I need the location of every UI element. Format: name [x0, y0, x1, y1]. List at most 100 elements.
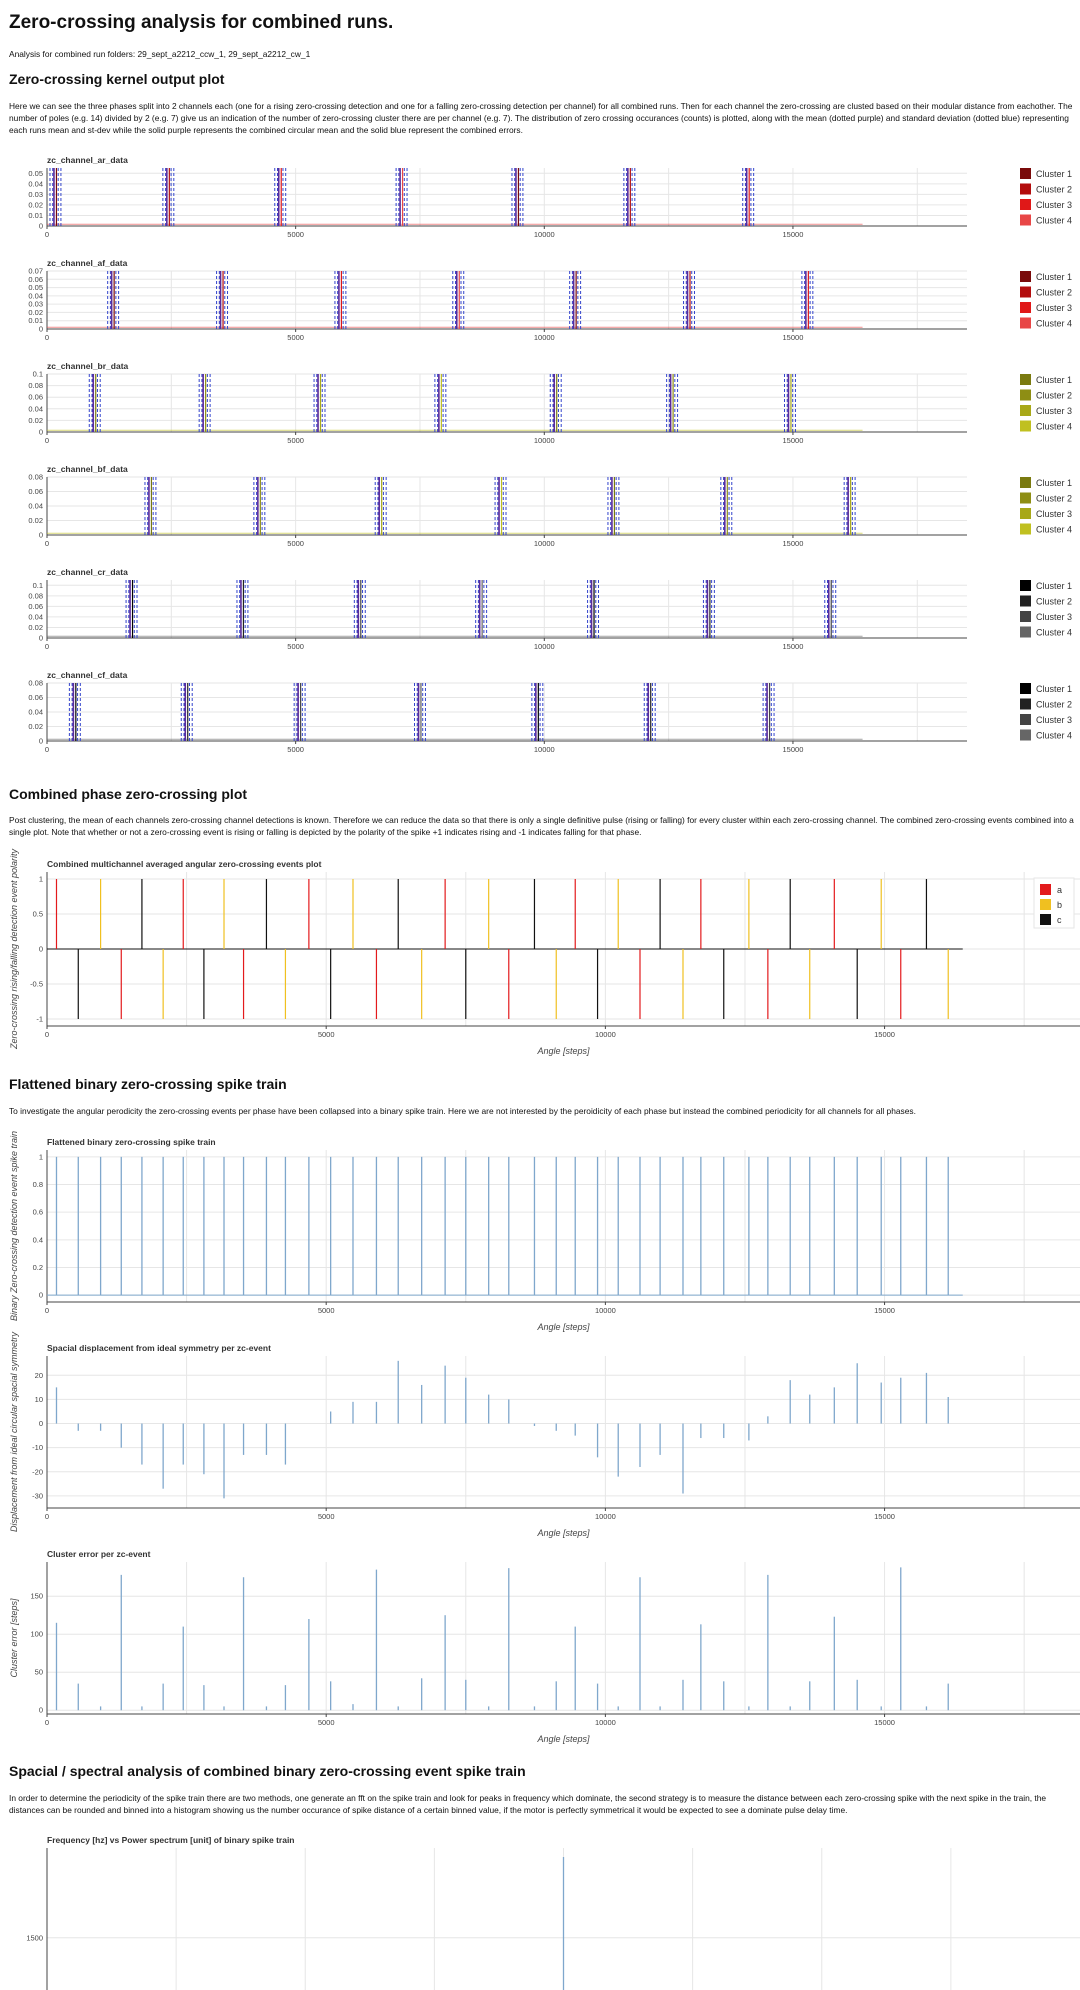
legend-swatch — [1020, 523, 1031, 535]
y-tick-label: 0 — [39, 222, 43, 231]
x-tick-label: 15000 — [874, 1718, 895, 1727]
chart-title: Spacial displacement from ideal symmetry… — [47, 1343, 271, 1353]
legend-swatch — [1040, 884, 1051, 895]
x-tick-label: 10000 — [534, 539, 555, 548]
legend-label: Cluster 1 — [1036, 684, 1072, 694]
x-tick-label: 5000 — [287, 642, 304, 651]
legend-label: Cluster 1 — [1036, 272, 1072, 282]
chart-cluster-error[interactable]: Cluster error per zc-event 0 50 100 150 0 5000… — [9, 1544, 1080, 1744]
y-tick-label: 0 — [39, 531, 43, 540]
y-tick-label: -0.5 — [30, 980, 43, 989]
legend-label: Cluster 1 — [1036, 581, 1072, 591]
legend-label: Cluster 4 — [1036, 422, 1072, 432]
legend-label: Cluster 2 — [1036, 700, 1072, 710]
legend-swatch — [1020, 714, 1031, 725]
x-tick-label: 0 — [45, 1512, 49, 1521]
y-tick-label: 0 — [39, 737, 43, 746]
legend-label: Cluster 1 — [1036, 169, 1072, 179]
legend-swatch — [1020, 199, 1031, 210]
y-tick-label: 0.02 — [28, 516, 43, 525]
legend-swatch — [1020, 477, 1031, 488]
chart-title: Combined multichannel averaged angular z… — [47, 859, 322, 869]
y-tick-label: 0.08 — [28, 473, 43, 482]
legend-label: Cluster 3 — [1036, 406, 1072, 416]
chart-title: zc_channel_br_data — [47, 361, 129, 371]
y-tick-label: 1 — [39, 1152, 43, 1161]
flat-heading: Flattened binary zero-crossing spike tra… — [9, 1076, 287, 1092]
chart-svg: zc_channel_cf_data 0 0.02 0.04 0.06 0.08 0 5000… — [28, 670, 1072, 754]
legend-label: Cluster 4 — [1036, 216, 1072, 226]
x-tick-label: 5000 — [287, 539, 304, 548]
legend-label: Cluster 4 — [1036, 731, 1072, 741]
chart-zc-channel-af[interactable]: zc_channel_af_data 0 0.01 0.02 0.03 0.04 0.05 0… — [9, 258, 1080, 343]
legend-label: Cluster 4 — [1036, 319, 1072, 329]
chart-flattened-spike-train[interactable]: Flattened binary zero-crossing spike tra… — [9, 1131, 1080, 1332]
y-tick-label: 0 — [39, 1291, 43, 1300]
legend-swatch — [1020, 271, 1031, 282]
chart-zc-channel-ar[interactable]: zc_channel_ar_data 0 0.01 0.02 0.03 0.04 0.05 0… — [9, 155, 1080, 240]
y-tick-label: 0 — [39, 325, 43, 334]
y-axis-label: Displacement from ideal circular spacial… — [9, 1331, 19, 1532]
x-tick-label: 5000 — [318, 1030, 335, 1039]
x-tick-label: 0 — [45, 642, 49, 651]
legend-swatch — [1020, 729, 1031, 741]
chart-zc-channel-cr[interactable]: zc_channel_cr_data 0 0.02 0.04 0.06 0.08 0.1 0 5… — [9, 567, 1080, 652]
legend-swatch — [1020, 286, 1031, 298]
y-tick-label: 0 — [39, 634, 43, 643]
y-tick-label: 0 — [39, 1419, 43, 1428]
y-tick-label: 0.1 — [33, 581, 43, 590]
legend-label: Cluster 3 — [1036, 509, 1072, 519]
x-axis-label: Angle [steps] — [536, 1046, 590, 1056]
y-tick-label: 0.08 — [28, 591, 43, 600]
x-tick-label: 15000 — [874, 1512, 895, 1521]
legend-label: c — [1057, 915, 1062, 925]
y-tick-label: 0.06 — [28, 487, 43, 496]
legend-swatch — [1020, 420, 1031, 432]
y-tick-label: -10 — [32, 1443, 43, 1452]
x-tick-label: 0 — [45, 1718, 49, 1727]
y-tick-label: 0 — [39, 428, 43, 437]
chart-fft-power-spectrum[interactable]: Frequency [hz] vs Power spectrum [unit] … — [9, 1834, 1080, 1990]
x-tick-label: 10000 — [534, 642, 555, 651]
y-axis-label: Zero-crossing rising/falling detection e… — [9, 848, 19, 1050]
y-tick-label: -30 — [32, 1491, 43, 1500]
y-tick-label: -1 — [36, 1015, 43, 1024]
chart-zc-channel-cf[interactable]: zc_channel_cf_data 0 0.02 0.04 0.06 0.08 0 5000… — [9, 670, 1080, 755]
y-tick-label: 0.8 — [33, 1180, 43, 1189]
chart-svg: zc_channel_br_data 0 0.02 0.04 0.06 0.08 0.1 0 5… — [28, 361, 1072, 445]
spectral-text: In order to determine the periodicity of… — [9, 1793, 1047, 1815]
legend-label: Cluster 2 — [1036, 391, 1072, 401]
chart-zc-channel-br[interactable]: zc_channel_br_data 0 0.02 0.04 0.06 0.08 0.1 0 5… — [9, 361, 1080, 446]
legend-swatch — [1020, 302, 1031, 313]
x-axis-label: Angle [steps] — [536, 1734, 590, 1744]
legend-label: Cluster 1 — [1036, 375, 1072, 385]
y-tick-label: 50 — [35, 1668, 43, 1677]
chart-title: Flattened binary zero-crossing spike tra… — [47, 1137, 216, 1147]
x-tick-label: 15000 — [783, 745, 804, 754]
x-tick-label: 10000 — [595, 1030, 616, 1039]
chart-zc-channel-bf[interactable]: zc_channel_bf_data 0 0.02 0.04 0.06 0.08 0 5000… — [9, 464, 1080, 549]
y-tick-label: 0.05 — [28, 283, 43, 292]
y-tick-label: 0.01 — [28, 211, 43, 220]
y-tick-label: 0.5 — [33, 910, 43, 919]
legend-swatch — [1020, 683, 1031, 694]
chart-combined-polarity[interactable]: Combined multichannel averaged angular z… — [9, 848, 1080, 1056]
x-tick-label: 0 — [45, 230, 49, 239]
y-axis-label: Binary Zero-crossing detection event spi… — [9, 1131, 19, 1321]
y-tick-label: 1 — [39, 875, 43, 884]
legend-swatch — [1020, 317, 1031, 329]
legend-swatch — [1020, 389, 1031, 401]
y-tick-label: 0.04 — [28, 502, 43, 511]
chart-svg: Frequency [hz] vs Power spectrum [unit] … — [26, 1835, 1080, 1990]
y-tick-label: 0.04 — [28, 708, 43, 717]
chart-spacial-displacement[interactable]: Spacial displacement from ideal symmetry… — [9, 1331, 1080, 1538]
chart-svg: zc_channel_ar_data 0 0.01 0.020.03 0.040.05 0… — [28, 155, 1072, 239]
x-axis-label: Angle [steps] — [536, 1322, 590, 1332]
x-tick-label: 5000 — [318, 1306, 335, 1315]
x-tick-label: 10000 — [534, 230, 555, 239]
legend-swatch — [1020, 214, 1031, 226]
legend-swatch — [1020, 626, 1031, 638]
page-title: Zero-crossing analysis for combined runs… — [9, 12, 394, 33]
x-tick-label: 15000 — [874, 1030, 895, 1039]
chart-svg: zc_channel_cr_data 0 0.02 0.040.06 0.080.1 0 5… — [28, 567, 1072, 651]
